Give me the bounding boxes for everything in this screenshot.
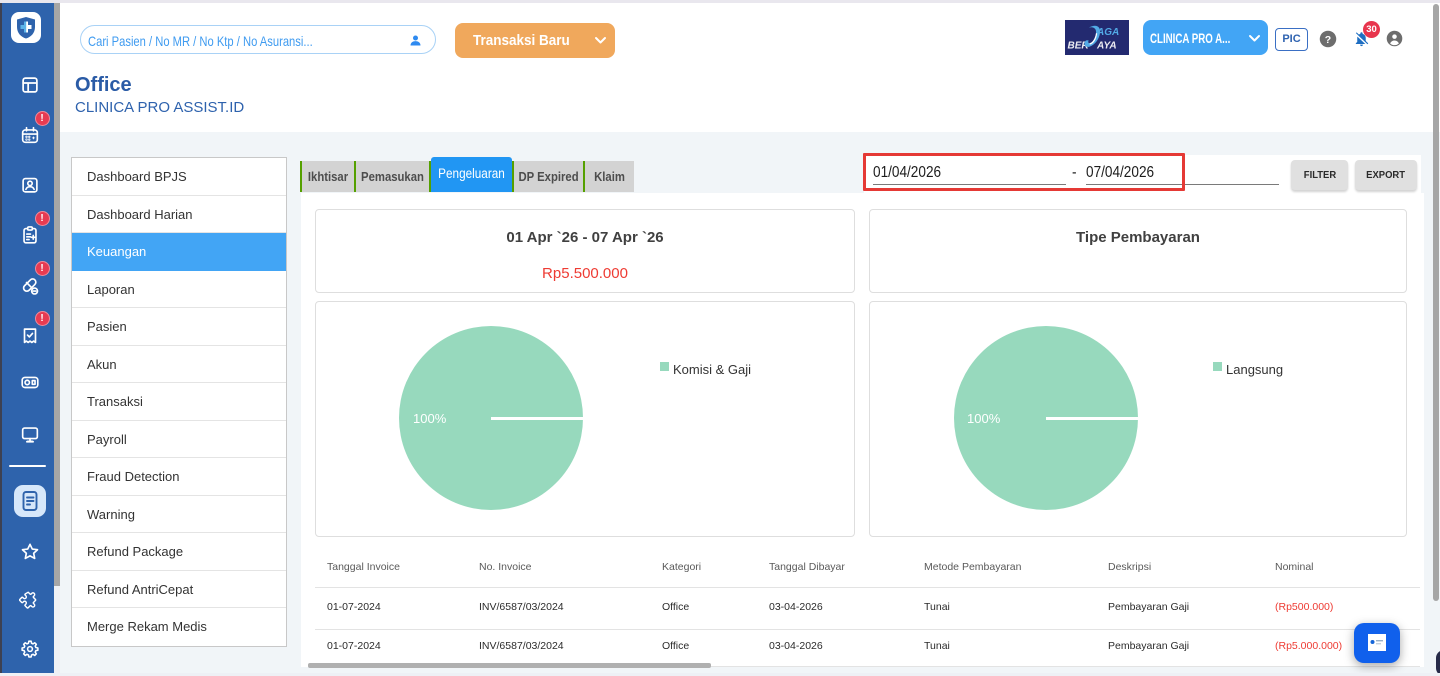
svg-text:AGA: AGA [1096,27,1119,38]
svg-text:?: ? [1325,34,1331,46]
svg-text:BER: BER [1068,41,1090,52]
svg-text:AYA: AYA [1096,41,1117,52]
